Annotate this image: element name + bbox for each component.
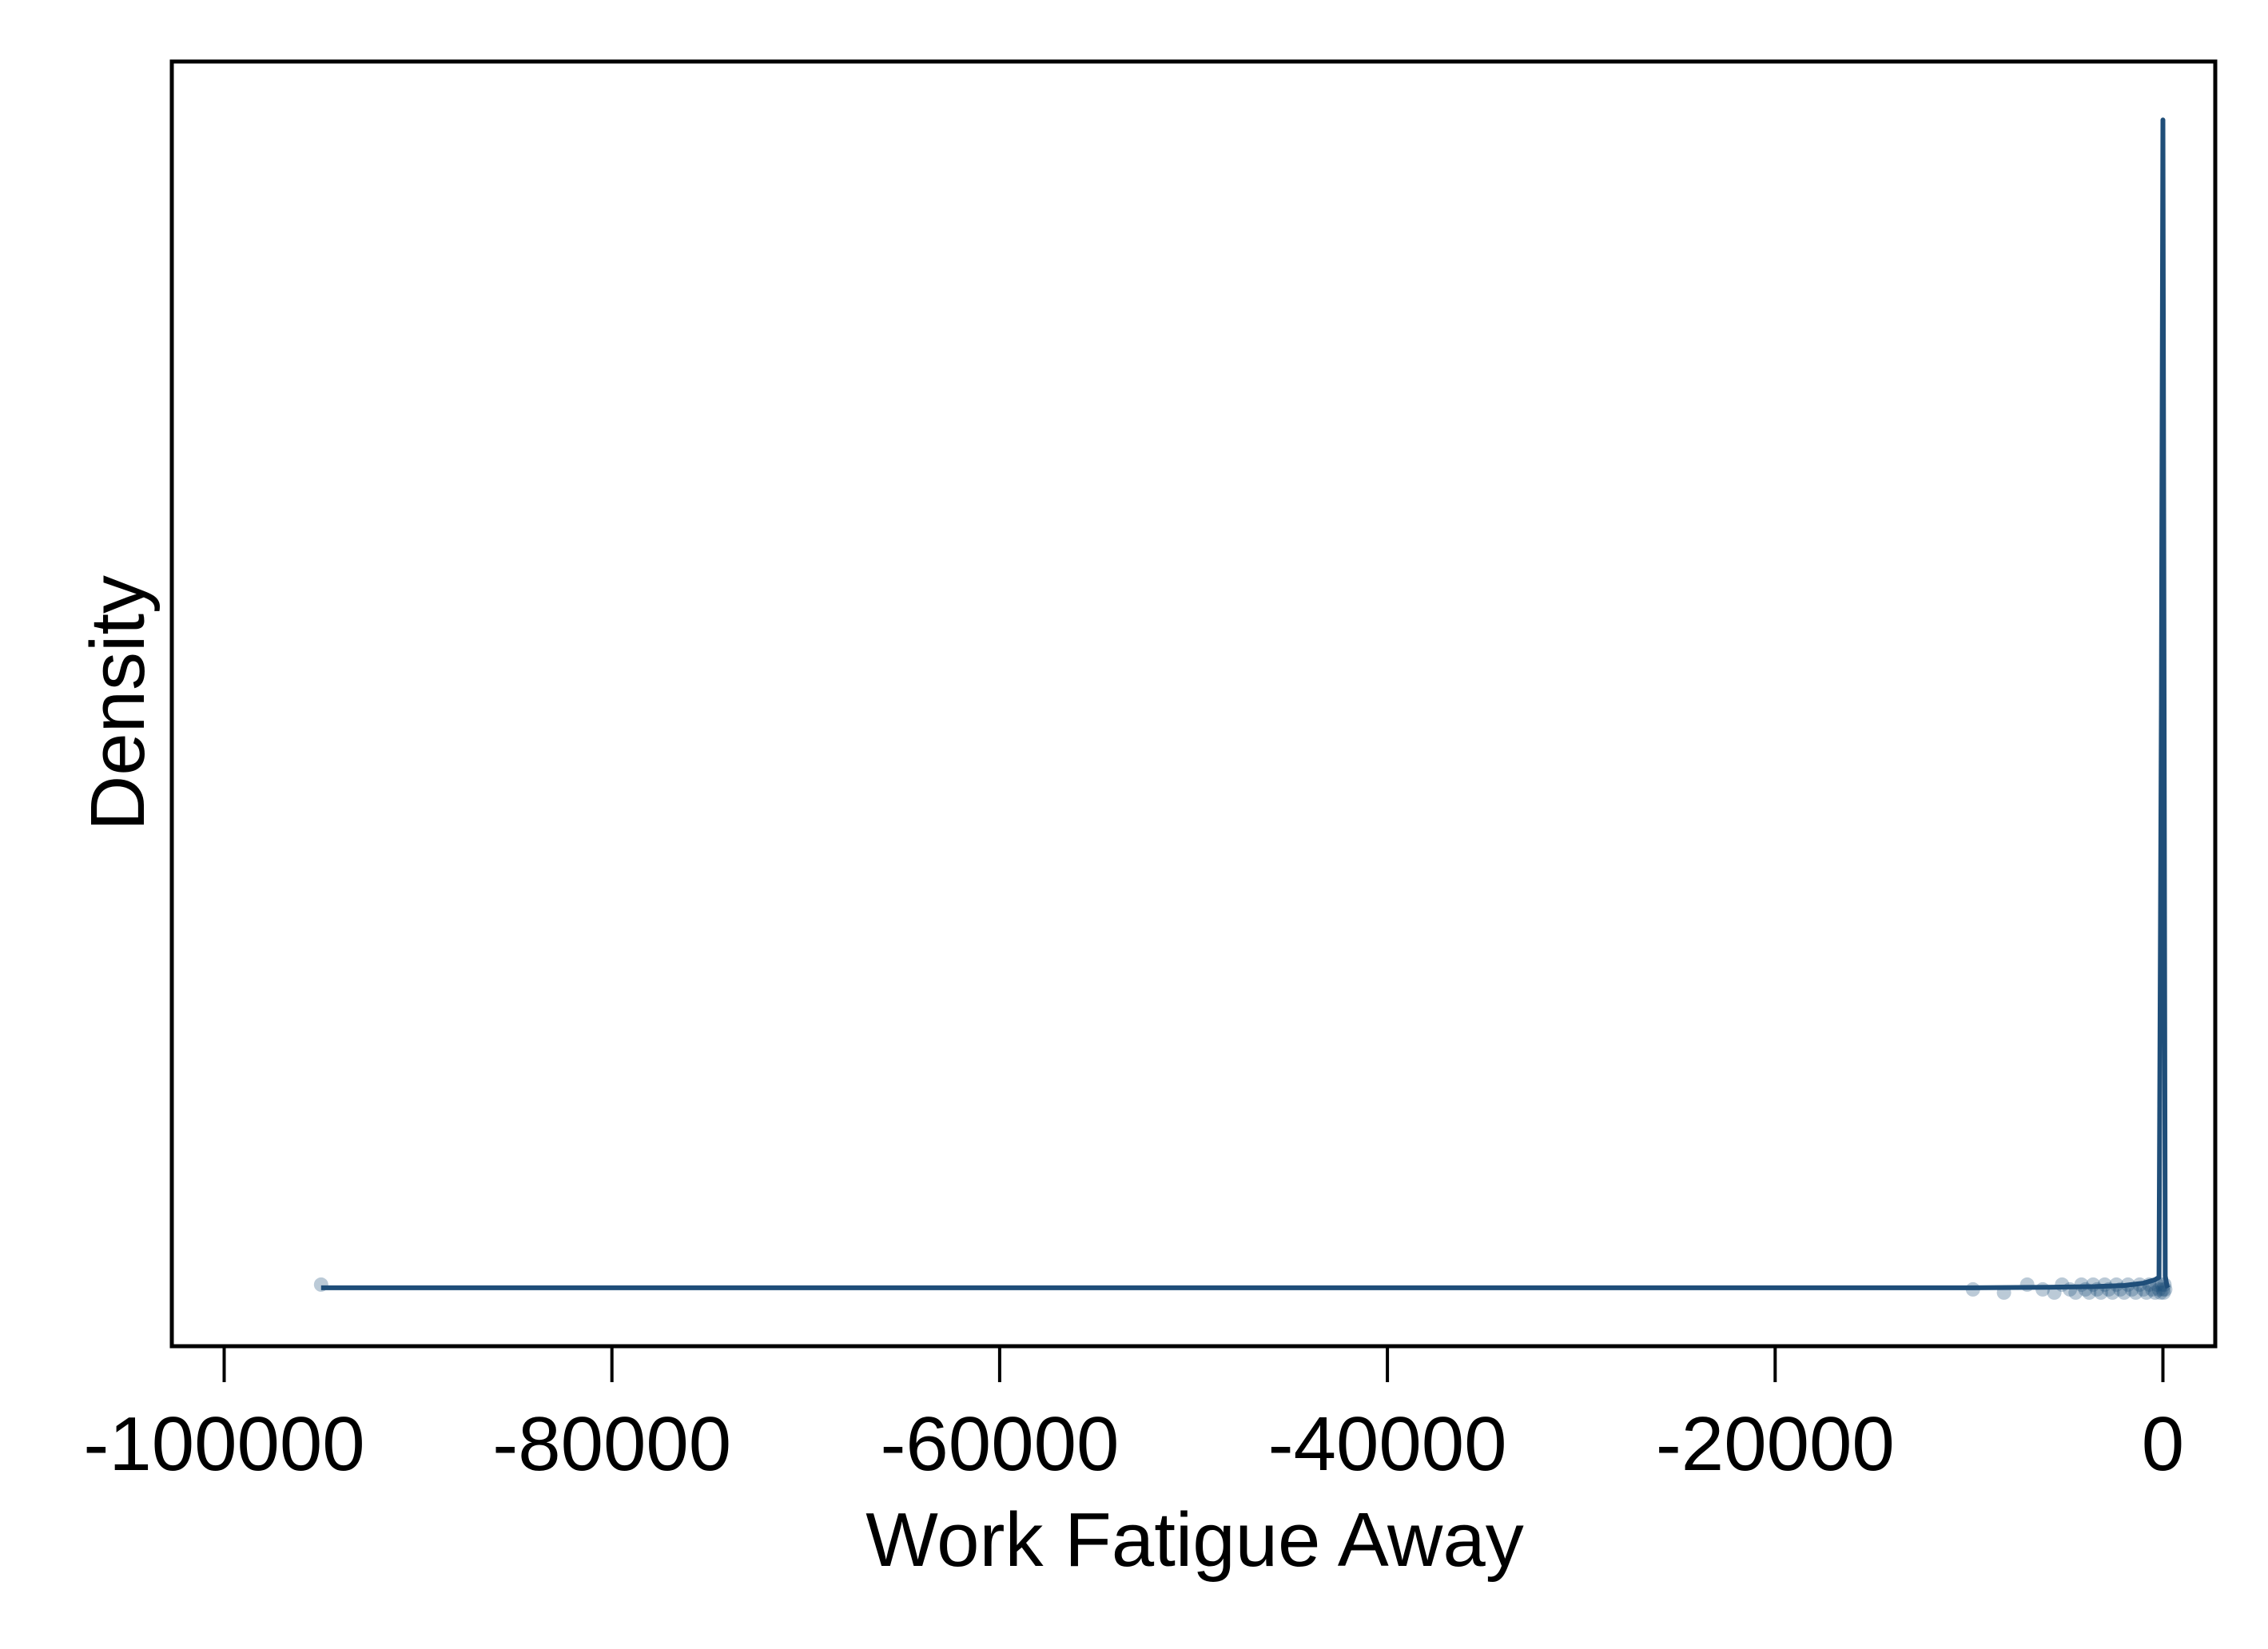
x-tick-label: -80000	[492, 1401, 731, 1487]
x-tick-label: -20000	[1656, 1401, 1895, 1487]
density-line-0	[320, 117, 2171, 1290]
rug-point	[2153, 1285, 2168, 1300]
rug-point	[2128, 1285, 2143, 1300]
rug-point	[2093, 1285, 2108, 1300]
rug-point	[2147, 1285, 2163, 1300]
x-axis-ticks: -100000 -80000 -60000 -40000 -20000 0	[83, 1346, 2184, 1487]
rug-point	[2105, 1285, 2120, 1300]
plot-frame	[169, 59, 2218, 1349]
x-tick-label: -60000	[880, 1401, 1119, 1487]
x-tick-label: -40000	[1268, 1401, 1507, 1487]
density-lines	[320, 117, 2171, 1290]
y-axis-label: Density	[75, 575, 161, 831]
rug-point	[2139, 1285, 2154, 1300]
rug-point	[2145, 1281, 2160, 1297]
x-tick-label: -100000	[83, 1401, 364, 1487]
x-axis-label: Work Fatigue Away	[865, 1497, 1524, 1583]
rug-point	[2117, 1285, 2131, 1300]
rug-point	[2156, 1285, 2171, 1300]
rug-point	[2151, 1281, 2167, 1297]
x-tick-label: 0	[2142, 1401, 2184, 1487]
